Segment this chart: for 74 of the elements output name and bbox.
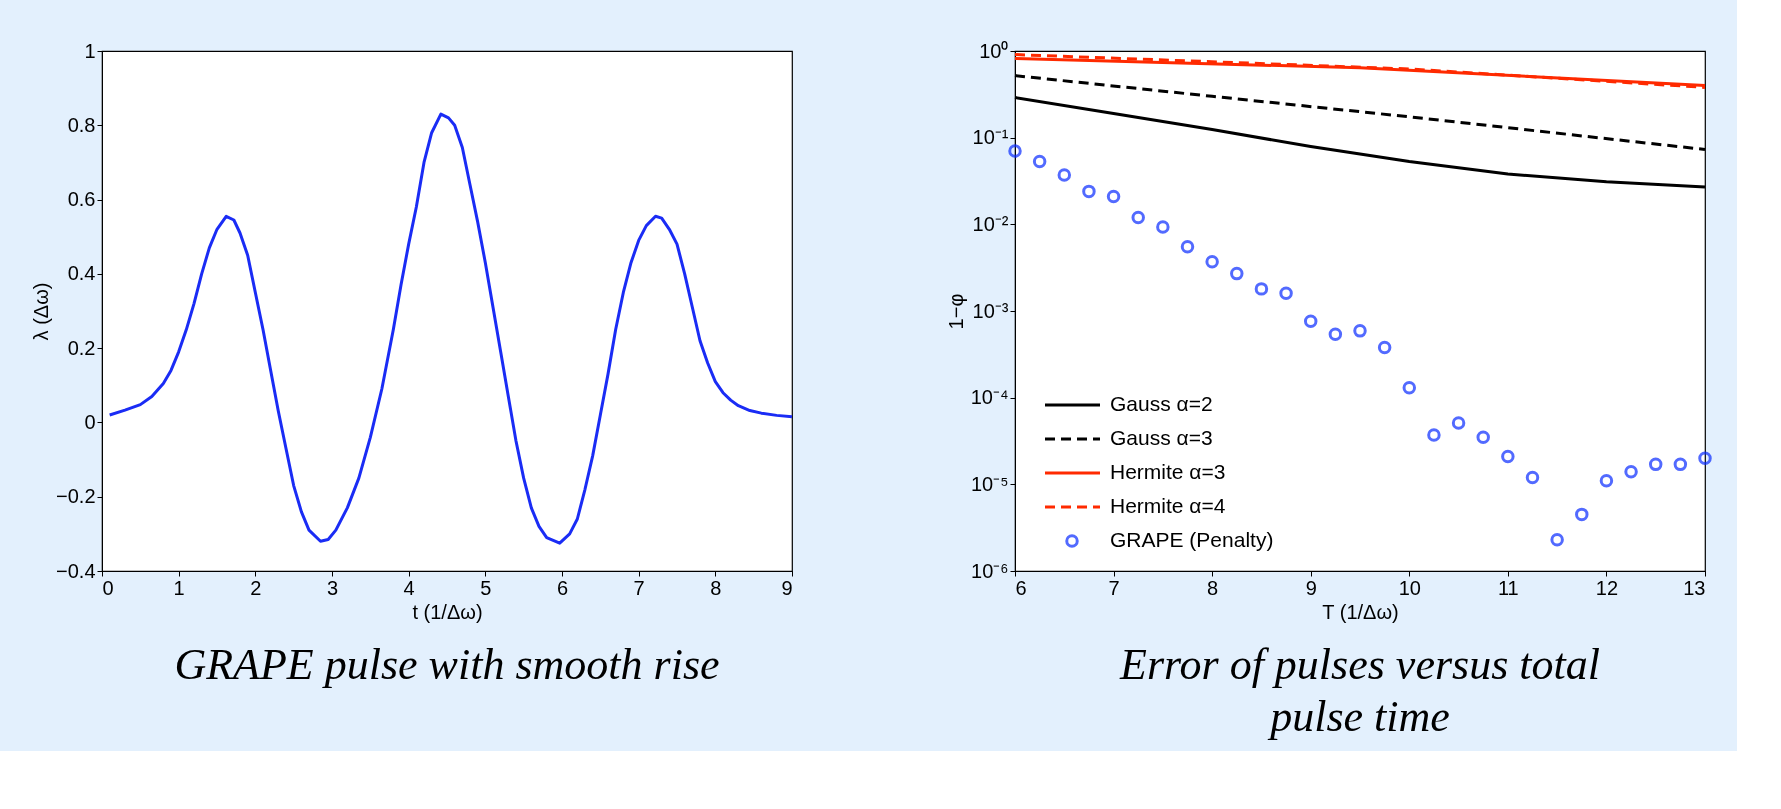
point xyxy=(1673,457,1688,472)
line-series xyxy=(108,112,794,545)
legend-label: Gauss α=2 xyxy=(1110,392,1213,415)
point xyxy=(1230,266,1244,281)
y-tick-label: 10⁻² xyxy=(972,212,1009,235)
point xyxy=(1279,286,1293,301)
y-tick-label: 10⁻³ xyxy=(972,299,1009,322)
point xyxy=(1131,210,1145,225)
x-tick-label: 8 xyxy=(710,576,722,599)
point xyxy=(1575,507,1589,522)
y-tick-label: 10⁻⁴ xyxy=(970,386,1009,409)
text: Error of pulses versus total pulse time xyxy=(1119,640,1600,741)
y-tick-label: 1 xyxy=(84,39,96,62)
y-axis-title: λ (Δω) xyxy=(30,282,53,341)
text: GRAPE pulse with smooth rise xyxy=(174,640,720,689)
x-tick-label: 7 xyxy=(633,576,645,599)
x-tick-label: 9 xyxy=(1305,576,1317,599)
x-tick-label: 13 xyxy=(1683,576,1706,599)
point xyxy=(1501,449,1515,464)
point xyxy=(1106,189,1121,204)
x-axis-title: t (1/Δω) xyxy=(412,600,483,623)
point xyxy=(1648,457,1663,472)
y-tick-label: 0.6 xyxy=(67,188,96,211)
legend-label: Gauss α=3 xyxy=(1110,426,1213,449)
x-tick-label: 6 xyxy=(1015,576,1027,599)
x-tick-label: 3 xyxy=(326,576,339,599)
x-tick-label: 5 xyxy=(480,576,492,599)
point xyxy=(1057,168,1072,182)
y-tick-label: 10⁻⁵ xyxy=(970,472,1009,495)
x-tick-label: 4 xyxy=(403,576,415,599)
y-tick-label: 0.4 xyxy=(67,262,96,285)
y-tick-label: 10⁻¹ xyxy=(972,126,1009,149)
y-tick-label: 0.2 xyxy=(67,336,96,359)
point xyxy=(1427,428,1441,442)
point xyxy=(1451,416,1466,430)
y-tick-label: 10⁰ xyxy=(979,39,1009,62)
point xyxy=(1008,144,1022,158)
x-tick-label: 8 xyxy=(1207,576,1219,599)
y-tick-label: 0.8 xyxy=(67,113,96,136)
point xyxy=(1550,532,1564,547)
point xyxy=(1254,282,1269,296)
point xyxy=(1032,154,1047,169)
y-tick-label: −0.2 xyxy=(56,485,96,508)
x-tick-label: 10 xyxy=(1398,576,1421,599)
point xyxy=(1082,184,1096,199)
point xyxy=(1698,451,1712,465)
point xyxy=(1156,220,1170,234)
point xyxy=(1624,464,1638,479)
point xyxy=(1377,340,1392,355)
y-axis-title: 1−φ xyxy=(944,293,967,330)
point xyxy=(1599,474,1614,488)
y-tick-label: 0 xyxy=(84,410,96,433)
x-tick-label: 6 xyxy=(556,576,569,599)
x-tick-label: 9 xyxy=(781,576,793,599)
y-tick-label: −0.4 xyxy=(56,559,96,582)
point xyxy=(1328,327,1343,341)
x-axis-title: T (1/Δω) xyxy=(1322,600,1399,623)
x-tick-label: 12 xyxy=(1595,576,1619,599)
x-tick-label: 11 xyxy=(1497,576,1519,599)
x-tick-label: 0 xyxy=(102,576,114,599)
x-tick-label: 2 xyxy=(250,576,262,599)
point xyxy=(1353,324,1367,338)
point xyxy=(1476,430,1490,444)
y-tick-label: 10⁻⁶ xyxy=(971,559,1009,582)
point xyxy=(1402,381,1417,395)
point xyxy=(1205,255,1219,269)
point xyxy=(1180,240,1195,254)
x-tick-label: 7 xyxy=(1108,576,1120,599)
legend-label: Hermite α=4 xyxy=(1110,494,1226,517)
legend-label: GRAPE (Penalty) xyxy=(1110,528,1274,551)
x-tick-label: 1 xyxy=(173,576,185,599)
point xyxy=(1525,470,1540,485)
point xyxy=(1303,314,1318,329)
legend-label: Hermite α=3 xyxy=(1110,460,1226,483)
